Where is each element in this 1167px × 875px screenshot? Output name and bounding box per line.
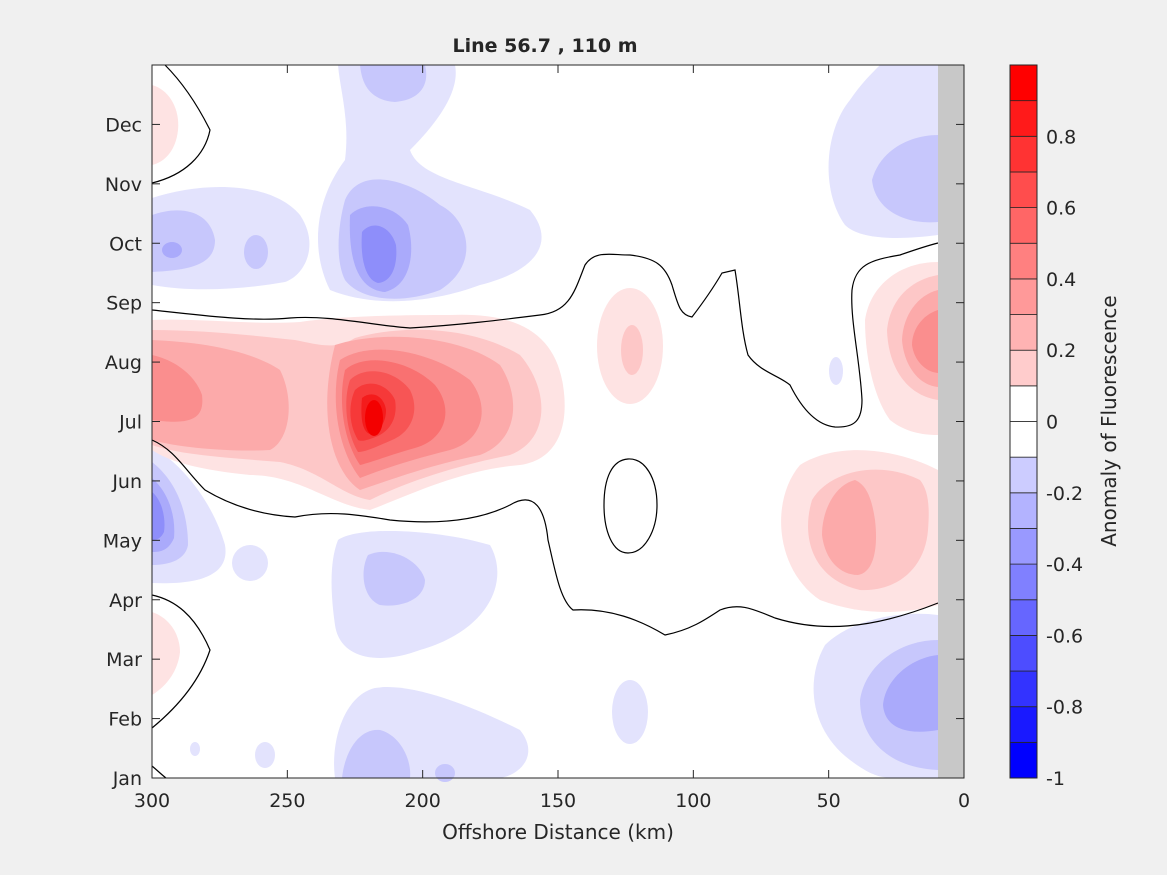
colorbar-band <box>1009 314 1038 351</box>
colorbar-band <box>1009 456 1038 494</box>
negative-blob-right-winter-l3 <box>883 655 938 732</box>
x-tick-label: 50 <box>817 790 841 812</box>
positive-blob-right-aug-l4 <box>912 310 938 373</box>
colorbar-tick-label: -0.4 <box>1046 554 1083 576</box>
colorbar: -1 -0.8 -0.6 -0.4 -0.2 0 0.2 0.4 0.6 0.8 Anomaly … <box>1009 64 1121 790</box>
positive-band-jul-l3 <box>152 340 289 451</box>
positive-blob-left-dec <box>152 85 179 165</box>
negative-blob-center-oct-l4 <box>361 225 397 283</box>
positive-blob-left-mar <box>152 612 180 695</box>
positive-band-jul-l4 <box>152 355 203 422</box>
negative-blob-right-fall-l2 <box>872 135 938 223</box>
chart-title: Line 56.7 , 110 m <box>452 35 637 57</box>
x-axis-label: Offshore Distance (km) <box>442 820 674 844</box>
colorbar-band <box>1009 135 1038 173</box>
y-tick-label: Jun <box>111 471 142 493</box>
colorbar-band <box>1009 171 1038 208</box>
negative-blob-center-jan-l2b <box>435 764 455 782</box>
y-tick-label: Aug <box>105 352 142 374</box>
negative-blob-left-oct-l3 <box>162 242 182 258</box>
negative-blob-center-oct-l2 <box>360 65 427 102</box>
colorbar-label: Anomaly of Fluorescence <box>1097 295 1121 546</box>
zero-contour-summer-bottom <box>151 439 939 636</box>
colorbar-band <box>1009 670 1038 708</box>
zero-contour-jun-loop <box>603 458 658 554</box>
y-tick-label: Feb <box>108 709 142 731</box>
x-tick-label: 150 <box>540 790 576 812</box>
x-tick-label: 250 <box>269 790 305 812</box>
negative-blob-tiny-jan <box>190 742 200 756</box>
colorbar-band <box>1009 385 1038 422</box>
negative-blob-center-jan-l2 <box>342 729 411 778</box>
colorbar-tick-label: 0.6 <box>1046 198 1076 220</box>
colorbar-tick-label: -0.8 <box>1046 697 1083 719</box>
y-tick-label: Dec <box>105 114 142 136</box>
colorbar-band <box>1009 421 1038 458</box>
colorbar-band <box>1009 599 1038 636</box>
positive-anomaly-regions <box>152 85 938 695</box>
zero-contour-jan <box>151 765 167 779</box>
colorbar-band <box>1009 349 1038 387</box>
positive-band-jul-peak <box>365 400 383 436</box>
colorbar-band <box>1009 100 1038 137</box>
colorbar-band <box>1009 635 1038 672</box>
x-axis: 300 250 200 150 100 50 0 <box>134 65 970 812</box>
zero-contours <box>151 64 939 779</box>
negative-blob-small-may <box>232 545 268 581</box>
colorbar-band <box>1009 64 1038 102</box>
y-tick-label: Jul <box>118 412 142 434</box>
y-tick-label: Jan <box>112 768 142 790</box>
negative-anomaly-regions <box>152 65 938 782</box>
zero-contour-summer-top <box>151 242 939 428</box>
negative-blob-center-apr-l2 <box>363 551 425 606</box>
colorbar-frame <box>1009 64 1038 779</box>
x-tick-label: 0 <box>958 790 970 812</box>
x-tick-label: 200 <box>405 790 441 812</box>
y-tick-label: May <box>103 530 142 552</box>
colorbar-band <box>1009 492 1038 529</box>
x-tick-label: 300 <box>134 790 170 812</box>
zero-contour-dec <box>151 64 211 184</box>
negative-blob-left-may-l4 <box>152 492 165 540</box>
y-tick-label: Nov <box>105 174 142 196</box>
colorbar-bands <box>1009 64 1038 779</box>
colorbar-tick-label: -0.2 <box>1046 483 1083 505</box>
colorbar-tick-label: -1 <box>1046 768 1065 790</box>
negative-blob-small-aug <box>829 357 843 385</box>
negative-blob-small-feb <box>612 680 648 744</box>
colorbar-tick-label: 0.4 <box>1046 269 1076 291</box>
y-tick-label: Apr <box>109 590 142 612</box>
plot-area <box>151 64 965 782</box>
colorbar-band <box>1009 278 1038 315</box>
colorbar-tick-label: 0 <box>1046 412 1058 434</box>
colorbar-band <box>1009 242 1038 280</box>
colorbar-band <box>1009 207 1038 244</box>
x-tick-label: 100 <box>675 790 711 812</box>
colorbar-ticks: -1 -0.8 -0.6 -0.4 -0.2 0 0.2 0.4 0.6 0.8 <box>1046 126 1083 790</box>
y-tick-label: Oct <box>109 233 142 255</box>
y-tick-label: Sep <box>106 293 142 315</box>
colorbar-band <box>1009 706 1038 743</box>
positive-blob-right-may-l3 <box>822 480 877 575</box>
colorbar-tick-label: 0.8 <box>1046 126 1076 148</box>
negative-blob-small-jan <box>255 742 275 768</box>
colorbar-band <box>1009 528 1038 565</box>
colorbar-tick-label: -0.6 <box>1046 625 1083 647</box>
colorbar-band <box>1009 741 1038 779</box>
colorbar-tick-label: 0.2 <box>1046 340 1076 362</box>
colorbar-band <box>1009 563 1038 601</box>
y-axis: Jan Feb Mar Apr May Jun Jul Aug Sep Oct Nov Dec <box>103 114 964 790</box>
negative-blob-left-oct-l2b <box>244 235 268 269</box>
y-tick-label: Mar <box>106 649 142 671</box>
zero-contour-mar <box>151 594 211 729</box>
positive-blob-center-aug-l2 <box>621 325 643 375</box>
